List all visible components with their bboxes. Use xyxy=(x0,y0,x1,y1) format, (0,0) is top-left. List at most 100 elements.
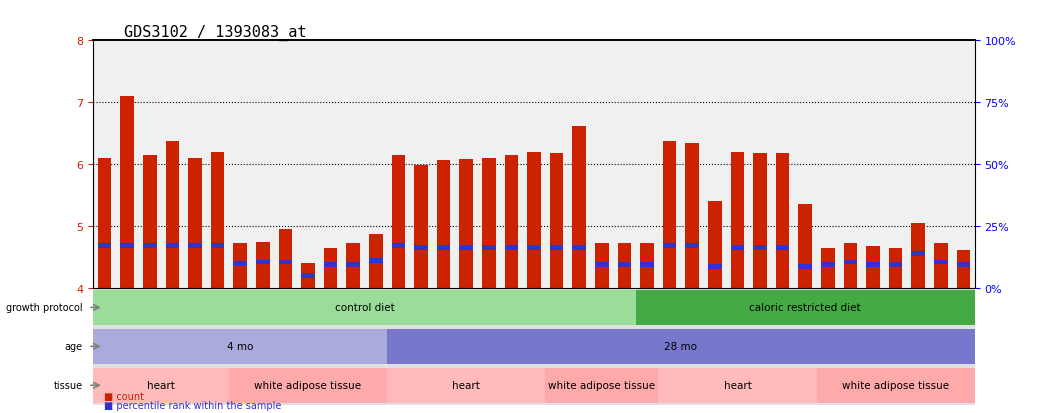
Bar xyxy=(324,262,337,267)
Bar xyxy=(572,126,586,288)
FancyBboxPatch shape xyxy=(93,329,387,364)
Bar xyxy=(120,244,134,249)
Bar xyxy=(437,161,450,288)
Bar xyxy=(844,244,858,288)
Bar xyxy=(889,262,902,267)
Bar xyxy=(821,262,835,267)
Bar xyxy=(189,159,202,288)
Bar xyxy=(279,230,292,288)
Bar xyxy=(189,244,202,249)
Bar xyxy=(97,159,111,288)
Bar xyxy=(459,246,473,251)
Bar xyxy=(753,246,766,251)
Bar xyxy=(595,244,609,288)
FancyBboxPatch shape xyxy=(229,368,387,403)
FancyBboxPatch shape xyxy=(636,290,975,325)
Bar xyxy=(685,244,699,249)
Bar xyxy=(595,262,609,267)
Bar xyxy=(482,246,496,251)
Bar xyxy=(663,244,676,249)
Bar xyxy=(957,262,971,267)
Bar xyxy=(233,261,247,266)
Bar xyxy=(912,252,925,257)
Bar xyxy=(279,260,292,265)
Bar xyxy=(550,246,563,251)
Bar xyxy=(957,250,971,288)
Text: heart: heart xyxy=(724,380,752,390)
Bar xyxy=(821,248,835,288)
Bar xyxy=(414,166,428,288)
Bar xyxy=(776,246,789,251)
Bar xyxy=(505,246,518,251)
Bar xyxy=(166,141,179,288)
Bar xyxy=(324,248,337,288)
Text: GDS3102 / 1393083_at: GDS3102 / 1393083_at xyxy=(124,25,307,41)
Text: ■ percentile rank within the sample: ■ percentile rank within the sample xyxy=(104,400,281,410)
Bar xyxy=(120,97,134,288)
Bar xyxy=(866,262,879,267)
FancyBboxPatch shape xyxy=(93,290,636,325)
Bar xyxy=(256,242,270,288)
Bar xyxy=(302,273,315,278)
Text: heart: heart xyxy=(452,380,480,390)
Bar xyxy=(211,152,224,288)
Bar xyxy=(640,262,654,267)
Bar xyxy=(143,244,157,249)
Bar xyxy=(482,159,496,288)
Text: white adipose tissue: white adipose tissue xyxy=(549,380,655,390)
Text: caloric restricted diet: caloric restricted diet xyxy=(750,303,861,313)
Text: white adipose tissue: white adipose tissue xyxy=(842,380,949,390)
Bar xyxy=(143,156,157,288)
Bar xyxy=(550,154,563,288)
Bar xyxy=(392,244,405,249)
Bar xyxy=(708,202,722,288)
Bar xyxy=(708,264,722,269)
Text: 28 mo: 28 mo xyxy=(665,342,698,351)
FancyBboxPatch shape xyxy=(658,368,816,403)
Bar xyxy=(414,246,428,251)
Text: growth protocol: growth protocol xyxy=(6,303,83,313)
Bar xyxy=(798,205,812,288)
Bar xyxy=(798,264,812,269)
Text: 4 mo: 4 mo xyxy=(227,342,253,351)
Bar xyxy=(233,244,247,288)
FancyBboxPatch shape xyxy=(93,368,229,403)
Bar xyxy=(889,248,902,288)
Text: heart: heart xyxy=(147,380,175,390)
Bar xyxy=(934,260,948,265)
Bar xyxy=(618,244,632,288)
FancyBboxPatch shape xyxy=(545,368,658,403)
Bar xyxy=(844,260,858,265)
Bar xyxy=(527,152,541,288)
Bar xyxy=(527,246,541,251)
Bar xyxy=(437,246,450,251)
FancyBboxPatch shape xyxy=(816,368,975,403)
Bar xyxy=(640,244,654,288)
Bar xyxy=(663,141,676,288)
Bar xyxy=(731,246,745,251)
Text: white adipose tissue: white adipose tissue xyxy=(254,380,362,390)
Text: tissue: tissue xyxy=(54,380,83,390)
Bar xyxy=(685,143,699,288)
Bar xyxy=(166,244,179,249)
FancyBboxPatch shape xyxy=(387,329,975,364)
Bar xyxy=(618,262,632,267)
Bar xyxy=(934,244,948,288)
Bar xyxy=(369,258,383,263)
FancyBboxPatch shape xyxy=(387,368,545,403)
Text: age: age xyxy=(65,342,83,351)
Bar xyxy=(211,244,224,249)
Bar xyxy=(369,234,383,288)
Bar xyxy=(97,244,111,249)
Bar xyxy=(346,262,360,267)
Text: ■ count: ■ count xyxy=(104,392,144,401)
Bar xyxy=(776,154,789,288)
Bar xyxy=(912,223,925,288)
Bar xyxy=(256,260,270,265)
Bar xyxy=(866,246,879,288)
Bar xyxy=(731,152,745,288)
Bar xyxy=(392,156,405,288)
Bar xyxy=(572,246,586,251)
Bar xyxy=(459,160,473,288)
Bar xyxy=(505,156,518,288)
